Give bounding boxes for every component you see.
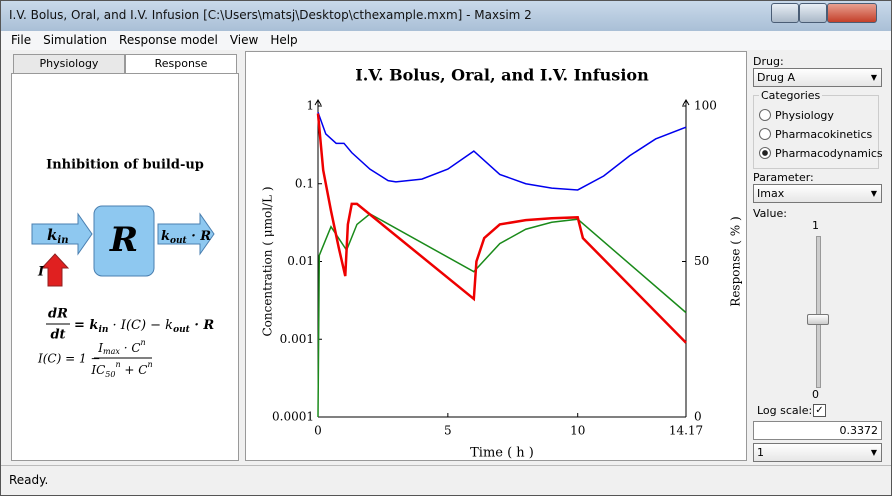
rhs: = kin · I(C) − kout · R [74, 318, 214, 335]
inhibitor-label: I [37, 265, 45, 280]
equation-2: I(C) = 1 − Imax · Cn IC50n + Cn [37, 338, 153, 379]
menu-item[interactable]: Response model [119, 33, 218, 47]
slider-thumb[interactable] [807, 314, 829, 325]
numerator: Imax · Cn [97, 338, 145, 356]
status-text: Ready. [9, 473, 49, 487]
x-tick-label: 5 [444, 424, 452, 438]
radio-button[interactable] [759, 109, 771, 121]
parameter-label: Parameter: [753, 171, 814, 184]
x-tick-label: 10 [570, 424, 585, 438]
radio-button[interactable] [759, 147, 771, 159]
compartment-box [93, 205, 155, 277]
log-scale-checkbox[interactable]: ✓ [813, 404, 826, 417]
parameter-combo[interactable]: Imax [753, 184, 882, 203]
categories-title: Categories [759, 89, 823, 102]
menu-item[interactable]: View [229, 33, 259, 47]
denominator: dt [50, 328, 65, 343]
chart-title: I.V. Bolus, Oral, and I.V. Infusion [355, 66, 649, 85]
response-panel: Inhibition of build-up kin R kout · R I … [11, 73, 239, 461]
radio-label: Pharmacodynamics [775, 147, 883, 160]
menu-item[interactable]: File [11, 33, 32, 47]
log-scale-label: Log scale: [757, 404, 813, 417]
menu-item[interactable]: Help [270, 33, 298, 47]
x-tick-label: 0 [314, 424, 322, 438]
data-line [317, 212, 687, 418]
model-diagram: Inhibition of build-up kin R kout · R I … [31, 158, 215, 379]
y2-tick-label: 0 [694, 410, 702, 424]
y-axis-label: Concentration ( μmol/L ) [261, 186, 275, 336]
y-tick-label: 0.01 [287, 254, 314, 268]
inhibition-arrow [40, 253, 70, 287]
minimize-button[interactable] [771, 3, 799, 23]
input-arrow [31, 212, 93, 256]
title-bar: I.V. Bolus, Oral, and I.V. Infusion [C:\… [1, 1, 891, 31]
value-input[interactable]: 0.3372 [753, 421, 882, 440]
radio-label: Physiology [775, 109, 834, 122]
status-bar: Ready. [1, 465, 891, 495]
y2-axis [682, 99, 690, 417]
y-tick-label: 0.1 [295, 176, 314, 190]
menu-item[interactable]: Simulation [43, 33, 108, 47]
numerator: dR [48, 307, 68, 322]
radio-button[interactable] [759, 128, 771, 140]
close-button[interactable] [827, 3, 877, 23]
y2-axis-label: Response ( % ) [729, 216, 743, 306]
selector-combo[interactable]: 1 [753, 443, 882, 462]
y-tick-label: 0.0001 [272, 410, 314, 424]
y2-tick-label: 100 [694, 99, 717, 113]
chart: I.V. Bolus, Oral, and I.V. Infusion Time … [261, 66, 743, 461]
y2-tick-label: 50 [694, 254, 709, 268]
x-axis-label: Time ( h ) [470, 446, 534, 461]
data-line [316, 113, 687, 344]
radio-label: Pharmacokinetics [775, 128, 873, 141]
menu-bar: File Simulation Response model View Help [1, 31, 891, 50]
k-in: kin [47, 226, 68, 246]
y-tick-label: 1 [306, 99, 314, 113]
model-heading: Inhibition of build-up [46, 158, 204, 173]
slider-max: 1 [812, 219, 819, 232]
tab[interactable]: Physiology [13, 54, 125, 73]
lhs: I(C) = 1 − [37, 352, 100, 366]
value-label: Value: [753, 207, 787, 220]
output-arrow [157, 212, 215, 256]
drug-label: Drug: [753, 55, 784, 68]
slider-min: 0 [812, 388, 819, 401]
k-out: kout · R [161, 229, 211, 246]
window-title: I.V. Bolus, Oral, and I.V. Infusion [C:\… [9, 8, 532, 22]
box-label: R [109, 220, 138, 260]
slider-track [816, 236, 821, 388]
control-panel: Drug: Drug A Categories Physiology Pharma… [749, 51, 889, 462]
y-tick-label: 0.001 [280, 332, 314, 346]
equation-1: dR dt = kin · I(C) − kout · R [46, 307, 214, 343]
drug-combo[interactable]: Drug A [753, 68, 882, 87]
maximize-button[interactable] [799, 3, 827, 23]
chart-panel: I.V. Bolus, Oral, and I.V. Infusion Time … [245, 51, 747, 461]
x-tick-label: 14.17 [669, 424, 703, 438]
denominator: IC50n + Cn [90, 360, 152, 379]
tab[interactable]: Response [125, 54, 237, 74]
data-line [317, 111, 687, 191]
